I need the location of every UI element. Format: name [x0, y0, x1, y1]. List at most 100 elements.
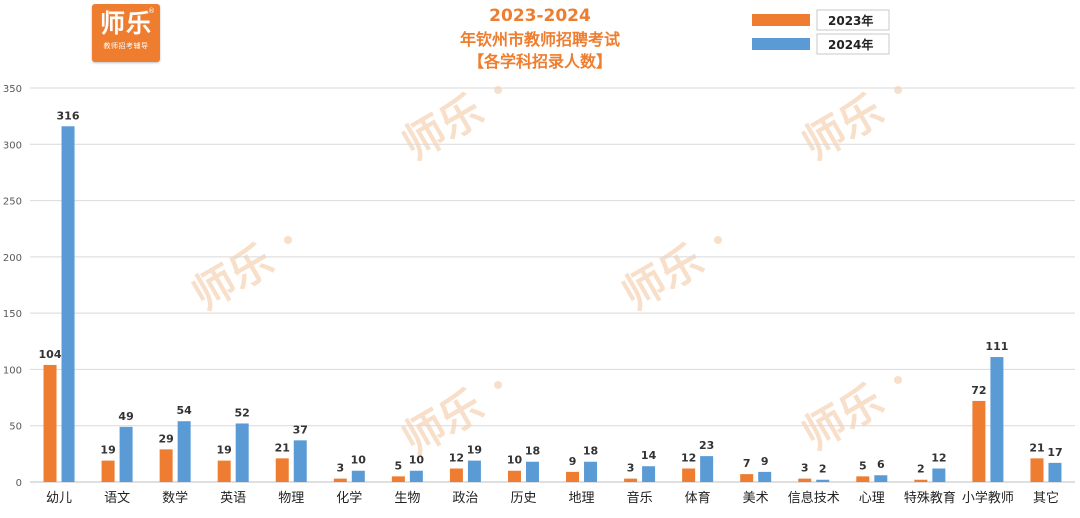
bar-value-label: 10: [351, 454, 367, 467]
bar-value-label: 18: [583, 445, 598, 458]
watermark-dot: [714, 236, 722, 244]
x-tick-label: 体育: [685, 490, 711, 506]
bar-value-label: 21: [275, 441, 290, 454]
x-tick-label: 幼儿: [46, 491, 72, 506]
x-tick-label: 心理: [859, 491, 885, 506]
bar: [351, 470, 365, 482]
bar: [235, 423, 249, 482]
bar-value-label: 12: [931, 451, 946, 464]
bar: [758, 471, 772, 482]
chart-title-line-2: 年钦州市教师招聘考试: [459, 30, 620, 49]
bar: [914, 479, 928, 482]
bar-value-label: 7: [743, 457, 751, 470]
bar: [584, 461, 598, 482]
bar-value-label: 9: [569, 455, 577, 468]
bar: [525, 461, 539, 482]
y-tick-label: 200: [3, 253, 22, 264]
y-tick-label: 350: [3, 84, 22, 95]
logo-registered-mark: ®: [148, 7, 155, 15]
y-tick-label: 250: [3, 197, 22, 208]
x-tick-label: 小学教师: [962, 490, 1014, 506]
bar-value-label: 12: [449, 451, 464, 464]
bar: [159, 449, 173, 482]
legend-box: [816, 33, 890, 55]
bar: [798, 478, 812, 482]
gridlines: [30, 87, 1075, 483]
x-tick-label: 政治: [452, 491, 478, 506]
bar: [177, 421, 191, 482]
y-tick-label: 0: [16, 478, 22, 489]
x-tick-label: 英语: [220, 491, 246, 506]
bar-value-label: 52: [235, 406, 250, 419]
legend-label: 2023年: [828, 13, 873, 28]
watermark-text: 师乐: [614, 235, 711, 319]
watermark-text: 师乐: [794, 375, 891, 459]
bar: [932, 468, 946, 482]
watermark-dot: [894, 376, 902, 384]
bar-value-label: 5: [395, 459, 403, 472]
x-tick-label: 音乐: [627, 490, 653, 506]
legend: 2023年 2024年: [752, 9, 890, 55]
bar: [740, 474, 754, 482]
bar: [275, 458, 289, 482]
bar-value-label: 9: [761, 455, 769, 468]
y-tick-label: 100: [3, 365, 22, 376]
bar: [119, 426, 133, 482]
x-tick-label: 语文: [104, 491, 130, 506]
y-axis: 0 50 100 150 200 250 300 350: [3, 84, 22, 489]
legend-label: 2024年: [828, 37, 873, 52]
x-tick-label: 物理: [278, 491, 304, 506]
bar-value-label: 3: [336, 462, 344, 475]
chart-title-line-3: 【各学科招录人数】: [467, 52, 612, 71]
bar: [682, 468, 696, 482]
legend-swatch: [752, 38, 810, 50]
x-tick-label: 美术: [743, 491, 769, 506]
bar-value-label: 10: [409, 454, 425, 467]
bar: [61, 126, 75, 482]
bar-value-label: 10: [507, 454, 523, 467]
x-axis: 幼儿 语文 数学 英语 物理 化学 生物 政治 历史 地理 音乐 体育 美术 信息技术 心理 特殊教育 小学教师…: [46, 490, 1059, 506]
bar-value-label: 2: [917, 463, 925, 476]
bar-value-label: 19: [217, 444, 232, 457]
x-tick-label: 数学: [162, 490, 188, 506]
x-tick-label: 地理: [569, 491, 595, 506]
watermark-text: 师乐: [184, 235, 281, 319]
bar: [874, 475, 888, 482]
bar: [507, 470, 521, 482]
bar: [624, 478, 638, 482]
bar: [642, 466, 656, 482]
bar-value-label: 21: [1029, 441, 1044, 454]
watermark-dot: [284, 236, 292, 244]
y-tick-label: 50: [9, 422, 22, 433]
bar: [449, 468, 463, 482]
legend-box: [816, 9, 890, 31]
bar-value-label: 6: [877, 458, 885, 471]
bars: [43, 126, 1062, 482]
bar: [101, 460, 115, 482]
bar: [856, 476, 870, 482]
x-tick-label: 特殊教育: [904, 490, 956, 506]
bar: [700, 456, 714, 482]
watermark-dot: [894, 86, 902, 94]
x-tick-label: 化学: [336, 490, 362, 506]
bar-value-label: 23: [699, 439, 714, 452]
bar-value-label: 14: [641, 449, 657, 462]
bar-value-label: 3: [801, 462, 809, 475]
bar-value-label: 37: [293, 423, 308, 436]
bar-value-label: 104: [39, 348, 62, 361]
bar-value-label: 29: [158, 432, 173, 445]
bar: [816, 479, 830, 482]
bar-value-label: 2: [819, 463, 827, 476]
logo-main-text: 师乐: [99, 9, 152, 38]
bar: [566, 471, 580, 482]
bar-value-label: 72: [971, 384, 986, 397]
legend-swatch: [752, 14, 810, 26]
bar: [333, 478, 347, 482]
watermark-text: 师乐: [394, 85, 491, 169]
x-tick-label: 信息技术: [788, 490, 840, 506]
bar-value-label: 111: [985, 340, 1008, 353]
bar: [1030, 458, 1044, 482]
y-tick-label: 150: [3, 309, 22, 320]
